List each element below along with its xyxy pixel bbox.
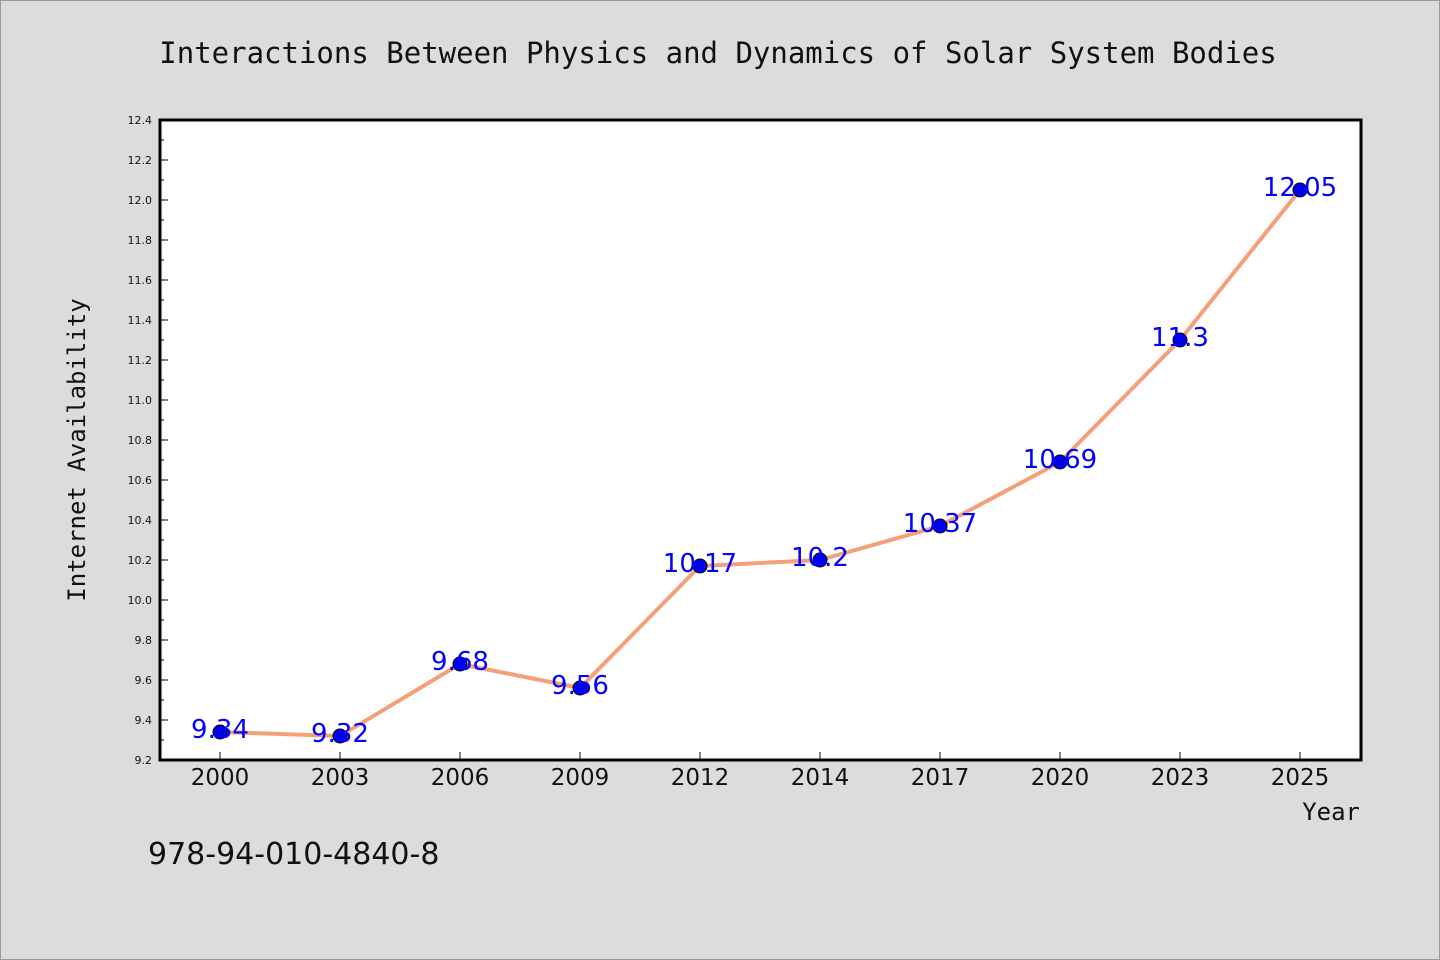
y-tick-label: 10.4: [128, 514, 153, 527]
y-tick-label: 12.4: [128, 114, 153, 127]
x-tick-label: 2003: [311, 765, 370, 791]
y-tick-label: 11.8: [128, 234, 153, 247]
data-point: [452, 656, 468, 672]
isbn-text: 978-94-010-4840-8: [148, 837, 439, 872]
data-point: [332, 728, 348, 744]
data-point: [572, 680, 588, 696]
x-axis: 2000 2003 2006 2009 2012 2014 2017 2020 2023 2025: [191, 752, 1330, 791]
x-tick-label: 2017: [911, 765, 970, 791]
data-label: 10.37: [903, 509, 977, 539]
y-tick-label: 10.6: [128, 474, 153, 487]
series-line: [218, 188, 1302, 738]
data-label: 9.32: [311, 719, 369, 749]
y-tick-label: 9.2: [135, 754, 153, 767]
y-tick-label: 9.8: [135, 634, 153, 647]
y-axis-title: Internet Availability: [63, 298, 91, 601]
y-tick-label: 9.6: [135, 674, 153, 687]
y-axis: 9.2 9.4 9.6 9.8 10.0 10.2 10.4 10.6 10.8 11.0 11.2…: [128, 114, 168, 767]
data-point: [692, 558, 708, 574]
data-label: 9.68: [431, 647, 489, 677]
data-point: [212, 724, 228, 740]
y-tick-label: 11.6: [128, 274, 153, 287]
y-tick-label: 10.2: [128, 554, 153, 567]
data-point: [1292, 182, 1308, 198]
data-label: 10.69: [1023, 445, 1097, 475]
data-label: 10.2: [791, 543, 849, 573]
y-tick-label: 11.2: [128, 354, 153, 367]
x-tick-label: 2000: [191, 765, 250, 791]
y-tick-label: 10.8: [128, 434, 153, 447]
x-tick-label: 2014: [791, 765, 850, 791]
data-label: 11.3: [1151, 323, 1209, 353]
x-tick-label: 2025: [1271, 765, 1330, 791]
y-tick-label: 11.4: [128, 314, 153, 327]
data-point: [1052, 454, 1068, 470]
x-tick-label: 2009: [551, 765, 610, 791]
data-label: 9.56: [551, 671, 609, 701]
x-tick-label: 2006: [431, 765, 490, 791]
x-tick-label: 2012: [671, 765, 730, 791]
chart-title: Interactions Between Physics and Dynamic…: [159, 36, 1276, 70]
y-tick-label: 10.0: [128, 594, 153, 607]
series-layer: 9.34 9.32 9.68 9.56 10.17 10.2 10.37 10.69 11.3 1…: [191, 173, 1337, 749]
data-label: 9.34: [191, 715, 249, 745]
x-axis-title: Year: [1302, 798, 1360, 826]
plot-area: [158, 118, 1363, 762]
y-tick-label: 11.0: [128, 394, 153, 407]
x-tick-label: 2020: [1031, 765, 1090, 791]
data-point: [932, 518, 948, 534]
data-point: [1172, 332, 1188, 348]
data-label: 10.17: [663, 549, 737, 579]
data-label: 12.05: [1263, 173, 1337, 203]
y-tick-label: 12.2: [128, 154, 153, 167]
y-tick-label: 12.0: [128, 194, 153, 207]
x-tick-label: 2023: [1151, 765, 1210, 791]
y-tick-label: 9.4: [135, 714, 153, 727]
data-point: [812, 552, 828, 568]
